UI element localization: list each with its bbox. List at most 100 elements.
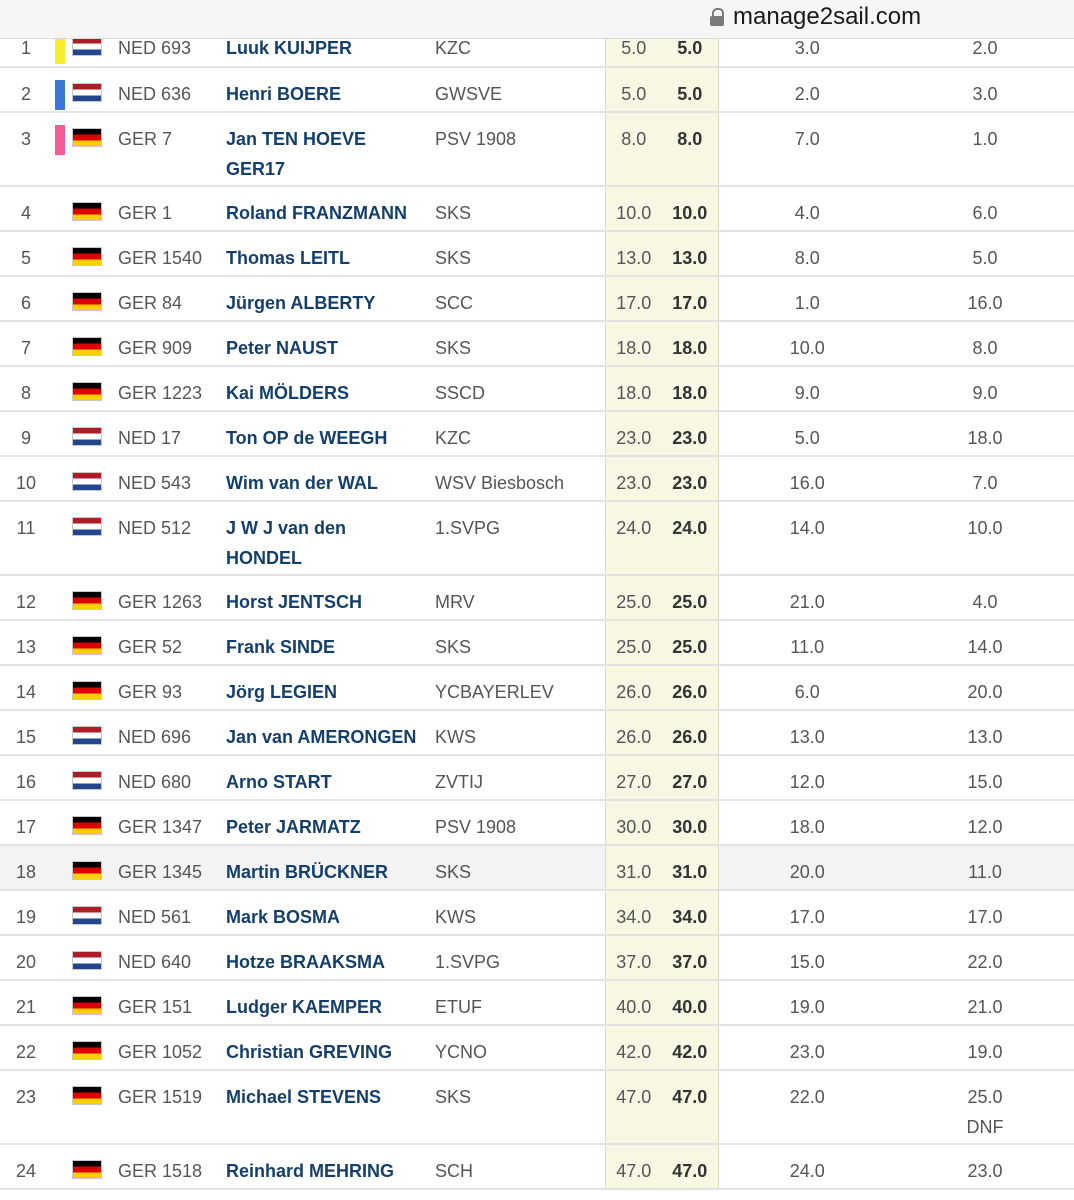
race-1-score: 15.0 — [789, 952, 825, 972]
club-name: KWS — [435, 727, 477, 747]
table-row[interactable]: 10 NED 543 Wim van der WAL WSV Biesbosch 23.… — [0, 456, 1074, 502]
table-row[interactable]: 20 NED 640 Hotze BRAAKSMA 1.SVPG 37.0 37.0 15.… — [0, 935, 1074, 981]
sailor-name-link[interactable]: J W J van den HONDEL — [226, 518, 347, 568]
sailor-name-link[interactable]: Peter JARMATZ — [226, 817, 361, 837]
rank-cell: 4 — [0, 186, 52, 232]
rank-cell: 13 — [0, 620, 52, 666]
sail-number-cell: GER 7 — [106, 112, 218, 187]
rank-value: 11 — [16, 518, 36, 538]
table-row[interactable]: 22 GER 1052 Christian GREVING YCNO 42.0 42.0 2… — [0, 1025, 1074, 1071]
sailor-name-link[interactable]: Reinhard MEHRING — [226, 1161, 395, 1181]
rank-cell: 21 — [0, 980, 52, 1026]
url-display[interactable]: manage2sail.com — [710, 3, 921, 31]
club-cell: ETUF — [425, 980, 605, 1026]
sailor-name-link[interactable]: Frank SINDE — [226, 637, 336, 657]
table-row[interactable]: 11 NED 512 J W J van den HONDEL 1.SVPG 24.0 2… — [0, 501, 1074, 576]
table-row[interactable]: 24 GER 1518 Reinhard MEHRING SCH 47.0 47.0 24.… — [0, 1144, 1074, 1190]
sailor-name-cell: J W J van den HONDEL — [218, 501, 425, 576]
sailor-name-link[interactable]: Wim van der WAL — [226, 473, 378, 493]
sailor-name-link[interactable]: Horst JENTSCH — [226, 592, 363, 612]
total-points-cell: 17.0 — [662, 276, 719, 322]
position-color-marker — [55, 1038, 65, 1068]
sailor-name-link[interactable]: Kai MÖLDERS — [226, 383, 350, 403]
color-bar-cell — [52, 276, 64, 322]
sailor-name-cell: Jan van AMERONGEN — [218, 710, 425, 756]
sailor-name-link[interactable]: Thomas LEITL — [226, 248, 351, 268]
rank-cell: 2 — [0, 67, 52, 113]
color-bar-cell — [52, 1144, 64, 1190]
sailor-name-cell: Henri BOERE — [218, 67, 425, 113]
sailor-name-link[interactable]: Jürgen ALBERTY — [226, 293, 376, 313]
sail-number-cell: GER 84 — [106, 276, 218, 322]
rank-cell: 20 — [0, 935, 52, 981]
rank-value: 7 — [20, 338, 31, 358]
table-row[interactable]: 18 GER 1345 Martin BRÜCKNER SKS 31.0 31.0 20.0… — [0, 845, 1074, 891]
sailor-name-link[interactable]: Christian GREVING — [226, 1042, 393, 1062]
race-1-cell: 8.0 — [718, 231, 896, 277]
club-name: KWS — [435, 907, 477, 927]
sailor-name-link[interactable]: Ton OP de WEEGH — [226, 428, 388, 448]
browser-address-bar[interactable]: manage2sail.com — [0, 0, 1074, 39]
race-1-cell: 16.0 — [718, 456, 896, 502]
table-row[interactable]: 23 GER 1519 Michael STEVENS SKS 47.0 47.0 22.0… — [0, 1070, 1074, 1145]
race-2-cell: 6.0 — [896, 186, 1074, 232]
color-bar-cell — [52, 501, 64, 576]
table-row[interactable]: 19 NED 561 Mark BOSMA KWS 34.0 34.0 17.0 17.0 — [0, 890, 1074, 936]
table-row[interactable]: 6 GER 84 Jürgen ALBERTY SCC 17.0 17.0 1.0 16.0 — [0, 276, 1074, 322]
race-1-score: 19.0 — [789, 997, 825, 1017]
net-points: 42.0 — [616, 1042, 652, 1062]
sailor-name-link[interactable]: Roland FRANZMANN — [226, 203, 407, 223]
sailor-name-link[interactable]: Michael STEVENS — [226, 1087, 382, 1107]
sailor-name-link[interactable]: Hotze BRAAKSMA — [226, 952, 385, 972]
table-row[interactable]: 15 NED 696 Jan van AMERONGEN KWS 26.0 26.0 13.… — [0, 710, 1074, 756]
sail-number: NED 512 — [118, 518, 192, 538]
race-2-cell: 5.0 — [896, 231, 1074, 277]
total-points-cell: 23.0 — [662, 411, 719, 457]
table-row[interactable]: 13 GER 52 Frank SINDE SKS 25.0 25.0 11.0 14.0 — [0, 620, 1074, 666]
rank-value: 2 — [20, 84, 31, 104]
table-row[interactable]: 12 GER 1263 Horst JENTSCH MRV 25.0 25.0 21.0 4.… — [0, 575, 1074, 621]
country-flag-icon — [72, 681, 102, 700]
position-color-marker — [55, 993, 65, 1023]
table-row[interactable]: 21 GER 151 Ludger KAEMPER ETUF 40.0 40.0 19.0 2… — [0, 980, 1074, 1026]
total-points: 26.0 — [672, 727, 708, 747]
club-cell: SKS — [425, 845, 605, 891]
club-cell: WSV Biesbosch — [425, 456, 605, 502]
race-1-cell: 7.0 — [718, 112, 896, 187]
sail-number: GER 1052 — [118, 1042, 203, 1062]
total-points: 8.0 — [677, 129, 703, 149]
sailor-name-link[interactable]: Jan van AMERONGEN — [226, 727, 417, 747]
sailor-name-link[interactable]: Jan TEN HOEVE GER17 — [226, 129, 367, 179]
table-row[interactable]: 2 NED 636 Henri BOERE GWSVE 5.0 5.0 2.0 3.0 — [0, 67, 1074, 113]
table-row[interactable]: 8 GER 1223 Kai MÖLDERS SSCD 18.0 18.0 9.0 9.0 — [0, 366, 1074, 412]
table-row[interactable]: 14 GER 93 Jörg LEGIEN YCBAYERLEV 26.0 26.0 6.0… — [0, 665, 1074, 711]
club-name: 1.SVPG — [435, 952, 501, 972]
table-row[interactable]: 16 NED 680 Arno START ZVTIJ 27.0 27.0 12.0 15.0 — [0, 755, 1074, 801]
club-name: KZC — [435, 428, 471, 448]
table-row[interactable]: 5 GER 1540 Thomas LEITL SKS 13.0 13.0 8.0 5.0 — [0, 231, 1074, 277]
total-points: 23.0 — [672, 428, 708, 448]
sailor-name-link[interactable]: Mark BOSMA — [226, 907, 341, 927]
table-row[interactable]: 3 GER 7 Jan TEN HOEVE GER17 PSV 1908 8.0 8.0 7… — [0, 112, 1074, 187]
country-flag-icon — [72, 726, 102, 745]
race-1-cell: 11.0 — [718, 620, 896, 666]
sailor-name-link[interactable]: Arno START — [226, 772, 332, 792]
sailor-name-link[interactable]: Jörg LEGIEN — [226, 682, 338, 702]
sailor-name-link[interactable]: Martin BRÜCKNER — [226, 862, 388, 882]
race-1-score: 3.0 — [794, 38, 820, 58]
sailor-name-link[interactable]: Luuk KUIJPER — [226, 38, 353, 58]
position-color-marker — [55, 34, 65, 64]
sailor-name-link[interactable]: Henri BOERE — [226, 84, 342, 104]
race-2-score: 3.0 — [972, 84, 998, 104]
sailor-name-cell: Mark BOSMA — [218, 890, 425, 936]
flag-cell — [64, 67, 106, 113]
table-row[interactable]: 4 GER 1 Roland FRANZMANN SKS 10.0 10.0 4.0 6.0 — [0, 186, 1074, 232]
table-row[interactable]: 9 NED 17 Ton OP de WEEGH KZC 23.0 23.0 5.0 18.0 — [0, 411, 1074, 457]
table-row[interactable]: 17 GER 1347 Peter JARMATZ PSV 1908 30.0 30.0 1… — [0, 800, 1074, 846]
table-row[interactable]: 7 GER 909 Peter NAUST SKS 18.0 18.0 10.0 8.0 — [0, 321, 1074, 367]
club-name: KZC — [435, 38, 471, 58]
sailor-name-link[interactable]: Ludger KAEMPER — [226, 997, 383, 1017]
race-1-cell: 20.0 — [718, 845, 896, 891]
sailor-name-link[interactable]: Peter NAUST — [226, 338, 339, 358]
race-1-cell: 24.0 — [718, 1144, 896, 1190]
